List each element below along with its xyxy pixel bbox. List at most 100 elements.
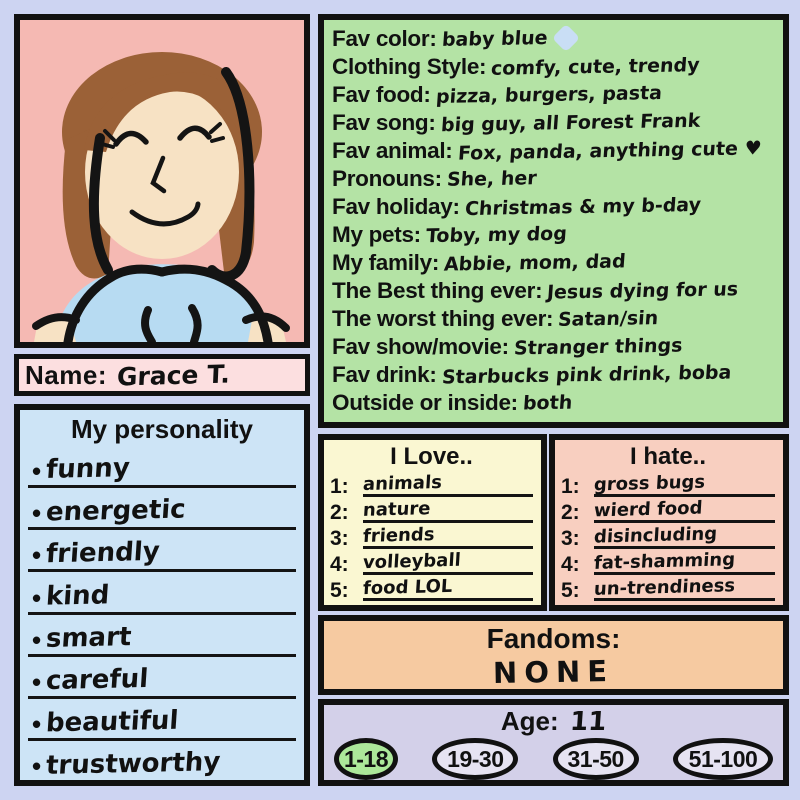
field-value: Toby, my dog <box>425 222 568 248</box>
info-row: Fav song: big guy, all Forest Frank <box>332 109 775 137</box>
field-value: Abbie, mom, dad <box>443 250 627 276</box>
info-row: Fav color: baby blue <box>332 25 775 53</box>
item-number: 2: <box>561 501 580 524</box>
fandoms-box: Fandoms: NONE <box>318 615 789 695</box>
love-title: I Love.. <box>390 443 473 470</box>
age-line: Age: 11 <box>334 706 773 738</box>
hate-item: 3: disincluding <box>561 523 775 549</box>
info-row: My family: Abbie, mom, dad <box>332 249 775 277</box>
love-item: 5: food LOL <box>330 575 533 601</box>
personality-item-label: trustworthy <box>45 747 222 781</box>
name-label: Name: <box>25 359 107 390</box>
personality-item: • smart <box>28 615 296 657</box>
field-value: Fox, panda, anything cute ♥ <box>456 137 762 165</box>
info-row: Fav food: pizza, burgers, pasta <box>332 81 775 109</box>
info-row: My pets: Toby, my dog <box>332 221 775 249</box>
item-value: friends <box>362 524 436 547</box>
info-row: Fav drink: Starbucks pink drink, boba <box>332 361 775 389</box>
field-label: Fav color: <box>332 26 437 51</box>
age-range-19-30[interactable]: 19-30 <box>432 738 519 780</box>
personality-item: • funny <box>28 446 296 489</box>
name-bar: Name: Grace T. <box>14 354 310 396</box>
field-value: both <box>522 391 573 415</box>
hate-item: 5: un-trendiness <box>561 575 775 601</box>
info-row: The Best thing ever: Jesus dying for us <box>332 277 775 305</box>
personality-item-label: careful <box>45 663 150 696</box>
age-value: 11 <box>568 707 608 737</box>
field-value: pizza, burgers, pasta <box>434 82 663 108</box>
age-range-options: 1-18 19-30 31-50 51-100 <box>334 738 773 780</box>
field-label: Fav animal: <box>332 138 453 163</box>
field-value: comfy, cute, trendy <box>490 54 701 80</box>
item-number: 3: <box>561 527 580 550</box>
field-label: Clothing Style: <box>332 54 487 79</box>
field-label: Fav drink: <box>332 362 437 387</box>
bullet-icon: • <box>32 582 42 613</box>
hate-item: 1: gross bugs <box>561 471 775 497</box>
love-item: 3: friends <box>330 523 533 549</box>
field-label: Fav food: <box>332 82 431 107</box>
personality-item: • friendly <box>28 530 296 573</box>
item-number: 3: <box>330 527 349 550</box>
personality-item-label: friendly <box>45 537 161 570</box>
field-value: big guy, all Forest Frank <box>439 109 701 137</box>
age-range-51-100[interactable]: 51-100 <box>672 738 773 780</box>
field-label: The Best thing ever: <box>332 278 543 303</box>
item-number: 5: <box>561 579 580 602</box>
bullet-icon: • <box>32 751 42 781</box>
item-number: 5: <box>330 579 349 602</box>
field-label: The worst thing ever: <box>332 306 554 331</box>
portrait-drawing <box>20 20 304 342</box>
hate-box: I hate.. 1: gross bugs 2: wierd food 3: … <box>549 434 789 611</box>
age-range-1-18[interactable]: 1-18 <box>334 738 398 780</box>
field-value: baby blue <box>440 27 548 51</box>
love-item: 2: nature <box>330 497 533 523</box>
info-row: The worst thing ever: Satan/sin <box>332 305 775 333</box>
love-box: I Love.. 1: animals 2: nature 3: friends… <box>318 434 547 611</box>
item-value: un-trendiness <box>593 575 736 600</box>
info-panel: Fav color: baby blue Clothing Style: com… <box>318 14 789 428</box>
item-value: food LOL <box>362 575 453 600</box>
item-number: 1: <box>561 475 580 498</box>
field-label: Outside or inside: <box>332 390 518 415</box>
hate-item: 2: wierd food <box>561 497 775 523</box>
info-row: Fav show/movie: Stranger things <box>332 333 775 361</box>
personality-item: • kind <box>28 572 296 615</box>
bullet-icon: • <box>32 624 42 655</box>
item-value: fat-shamming <box>593 549 736 574</box>
personality-item-label: funny <box>45 453 131 486</box>
personality-item: • careful <box>28 657 296 699</box>
bullet-icon: • <box>32 540 42 571</box>
age-range-31-50[interactable]: 31-50 <box>552 738 639 780</box>
love-item: 4: volleyball <box>330 549 533 575</box>
field-value: Christmas & my b-day <box>463 193 702 221</box>
bullet-icon: • <box>32 456 42 487</box>
fandoms-label: Fandoms: <box>486 623 621 654</box>
personality-item-label: smart <box>45 621 133 654</box>
item-number: 1: <box>330 475 349 498</box>
hate-item: 4: fat-shamming <box>561 549 775 575</box>
fandoms-value: NONE <box>492 653 615 691</box>
personality-item: • beautiful <box>28 699 296 741</box>
personality-item-label: kind <box>45 579 111 612</box>
field-label: Fav holiday: <box>332 194 460 219</box>
item-number: 4: <box>330 553 349 576</box>
love-item: 1: animals <box>330 471 533 497</box>
item-value: animals <box>362 471 443 496</box>
personality-item-label: beautiful <box>45 705 180 739</box>
personality-item: • trustworthy <box>28 741 296 781</box>
item-number: 4: <box>561 553 580 576</box>
field-value: She, her <box>446 167 538 191</box>
field-label: Fav show/movie: <box>332 334 509 359</box>
personality-item-label: energetic <box>45 494 187 528</box>
name-value: Grace T. <box>116 359 231 391</box>
info-row: Outside or inside: both <box>332 389 775 417</box>
personality-item: • energetic <box>28 488 296 531</box>
personality-box: My personality • funny • energetic • fri… <box>14 404 310 786</box>
field-value: Satan/sin <box>557 307 660 331</box>
hate-title: I hate.. <box>629 443 707 470</box>
field-label: Pronouns: <box>332 166 442 191</box>
field-label: Fav song: <box>332 110 436 135</box>
field-value: Stranger things <box>513 334 684 360</box>
bullet-icon: • <box>32 708 42 739</box>
